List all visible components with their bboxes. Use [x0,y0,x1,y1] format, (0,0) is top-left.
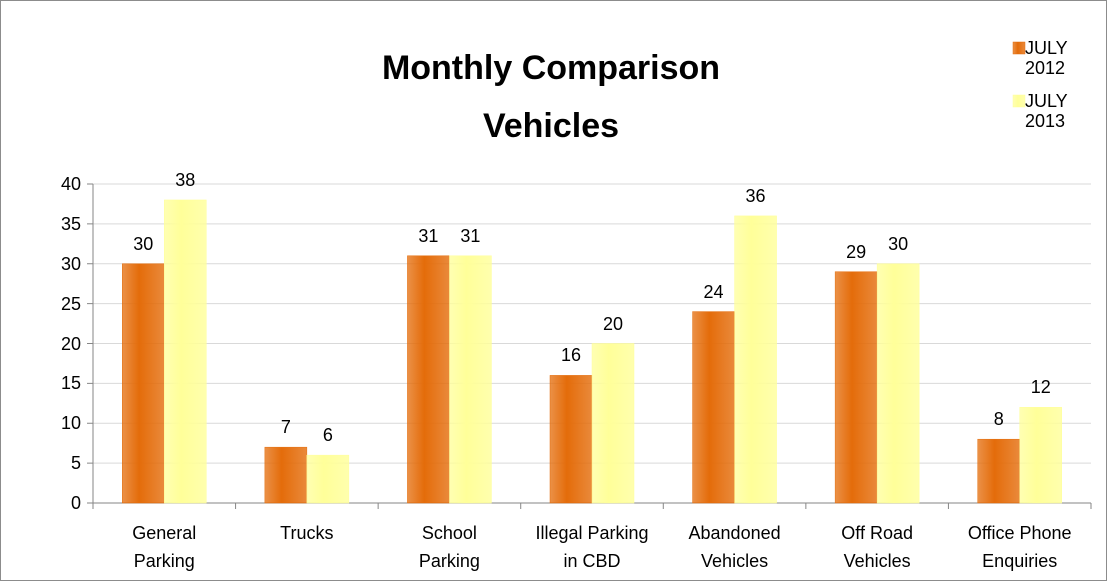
data-label: 38 [175,169,196,190]
bar [734,215,777,504]
y-tick-label: 15 [60,373,81,394]
x-tick-label: Abandoned Vehicles [688,523,781,571]
bar [692,311,735,504]
data-label: 30 [888,233,909,254]
y-tick-label: 20 [60,333,81,354]
data-label: 16 [560,345,582,366]
legend-label: JULY 2012 [1025,38,1068,78]
y-tick-label: 5 [70,453,81,474]
data-label: 8 [993,409,1004,430]
x-tick-label: General Parking [132,523,197,571]
bar [549,375,593,504]
y-tick-label: 10 [60,413,81,434]
y-tick-label: 0 [70,493,81,513]
bar [164,199,207,504]
y-tick-label: 25 [60,293,81,314]
bar [306,454,350,504]
legend-swatch [1012,94,1026,108]
legend-swatch [1012,41,1026,55]
data-label: 31 [418,225,439,246]
data-label: 29 [846,241,867,262]
y-tick-label: 40 [60,174,81,194]
x-tick-label: Illegal Parking in CBD [535,523,649,571]
x-tick-label: School Parking [418,523,480,571]
data-label: 24 [703,281,724,302]
x-tick-label: Off Road Vehicles [841,523,913,571]
bar [977,438,1020,504]
bar [876,263,920,504]
x-tick-label: Trucks [280,523,334,543]
bar [1019,407,1062,504]
data-label: 36 [745,185,766,206]
bar [264,446,308,504]
data-label: 7 [280,417,291,438]
chart-title: Monthly Comparison Vehicles [381,49,721,145]
data-label: 6 [322,425,333,446]
data-label: 30 [133,233,154,254]
legend-label: JULY 2013 [1025,91,1068,131]
data-label: 12 [1030,377,1051,398]
data-label: 31 [460,225,481,246]
data-label: 20 [602,313,624,334]
bar [591,343,635,504]
x-tick-label: Office Phone Enquiries [967,523,1072,571]
bar [834,271,878,504]
bar [407,255,450,504]
bar [449,255,492,504]
bar [122,263,165,504]
y-tick-label: 35 [60,213,81,234]
y-tick-label: 30 [60,253,81,274]
